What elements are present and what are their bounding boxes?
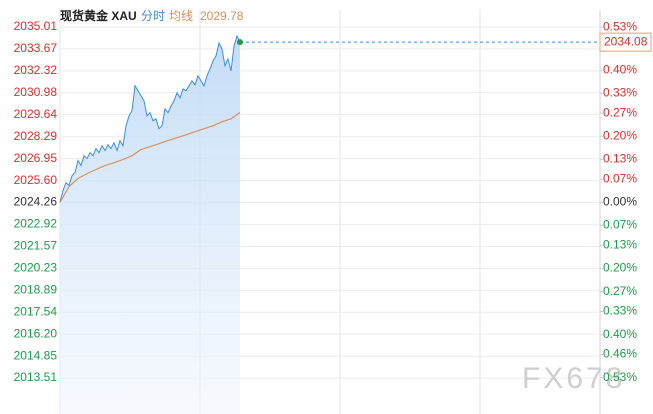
- area: [60, 36, 240, 414]
- plot: [59, 26, 600, 414]
- y2-tick-label: 0.00%: [603, 195, 637, 209]
- price-line: [59, 34, 241, 203]
- y2-tick-label: 0.46%: [603, 347, 637, 361]
- legend-entry: 均线: [169, 9, 193, 23]
- y2-tick-label: 0.53%: [603, 19, 637, 33]
- y2-tick-label: 0.53%: [603, 370, 637, 384]
- y-tick-label: 2030.98: [14, 85, 58, 99]
- y2-tick-label: 0.40%: [603, 327, 637, 341]
- last-price-dot: [237, 39, 243, 46]
- watermark: FX678: [522, 362, 625, 395]
- avg-line: [59, 111, 241, 203]
- y2-tick-label: 0.20%: [603, 128, 637, 142]
- y2-tick-label: 0.07%: [603, 218, 637, 232]
- y-tick-label: 2032.32: [14, 63, 58, 77]
- y2-tick-label: 0.27%: [603, 105, 637, 119]
- y-tick-label: 2020.23: [14, 261, 58, 275]
- y-tick-label: 2029.64: [14, 107, 58, 121]
- y-tick-label: 2035.01: [14, 19, 58, 33]
- y2-tick-label: 0.07%: [603, 171, 637, 185]
- legend-entry: 分时: [141, 9, 165, 23]
- y-tick-label: 2014.85: [14, 348, 58, 362]
- y-tick-label: 2025.60: [14, 173, 58, 187]
- y-tick-label: 2013.51: [14, 370, 58, 384]
- y2-tick-label: 0.33%: [603, 304, 637, 318]
- y-tick-label: 2026.95: [14, 151, 58, 165]
- chart-title: 现货黄金 XAU: [60, 8, 137, 23]
- header: 现货黄金 XAU 分时 均线 2029.78: [60, 8, 244, 23]
- y2-tick-label: 0.40%: [603, 62, 637, 76]
- y-tick-label: 2021.57: [14, 239, 58, 253]
- y-tick-label: 2022.92: [14, 217, 58, 231]
- y2-tick-label: 0.13%: [603, 152, 637, 166]
- y2-tick-label: 0.20%: [603, 261, 637, 275]
- y-tick-label: 2033.67: [14, 41, 58, 55]
- y-tick-label: 2024.26: [14, 195, 58, 209]
- y2-tick-label: 0.33%: [603, 85, 637, 99]
- y-tick-label: 2017.54: [14, 304, 58, 318]
- y2-tick-label: 0.13%: [603, 238, 637, 252]
- y-tick-label: 2028.29: [14, 129, 58, 143]
- avg-value: 2029.78: [200, 9, 244, 23]
- labels: 2035.01 2033.67 2032.32 2030.98 2029.64 2028.…: [14, 19, 652, 384]
- y-tick-label: 2018.89: [14, 282, 58, 296]
- y-tick-label: 2016.20: [14, 326, 58, 340]
- last-price-box: [599, 32, 652, 52]
- last-price-label: 2034.08: [604, 34, 648, 48]
- y2-tick-label: 0.27%: [603, 284, 637, 298]
